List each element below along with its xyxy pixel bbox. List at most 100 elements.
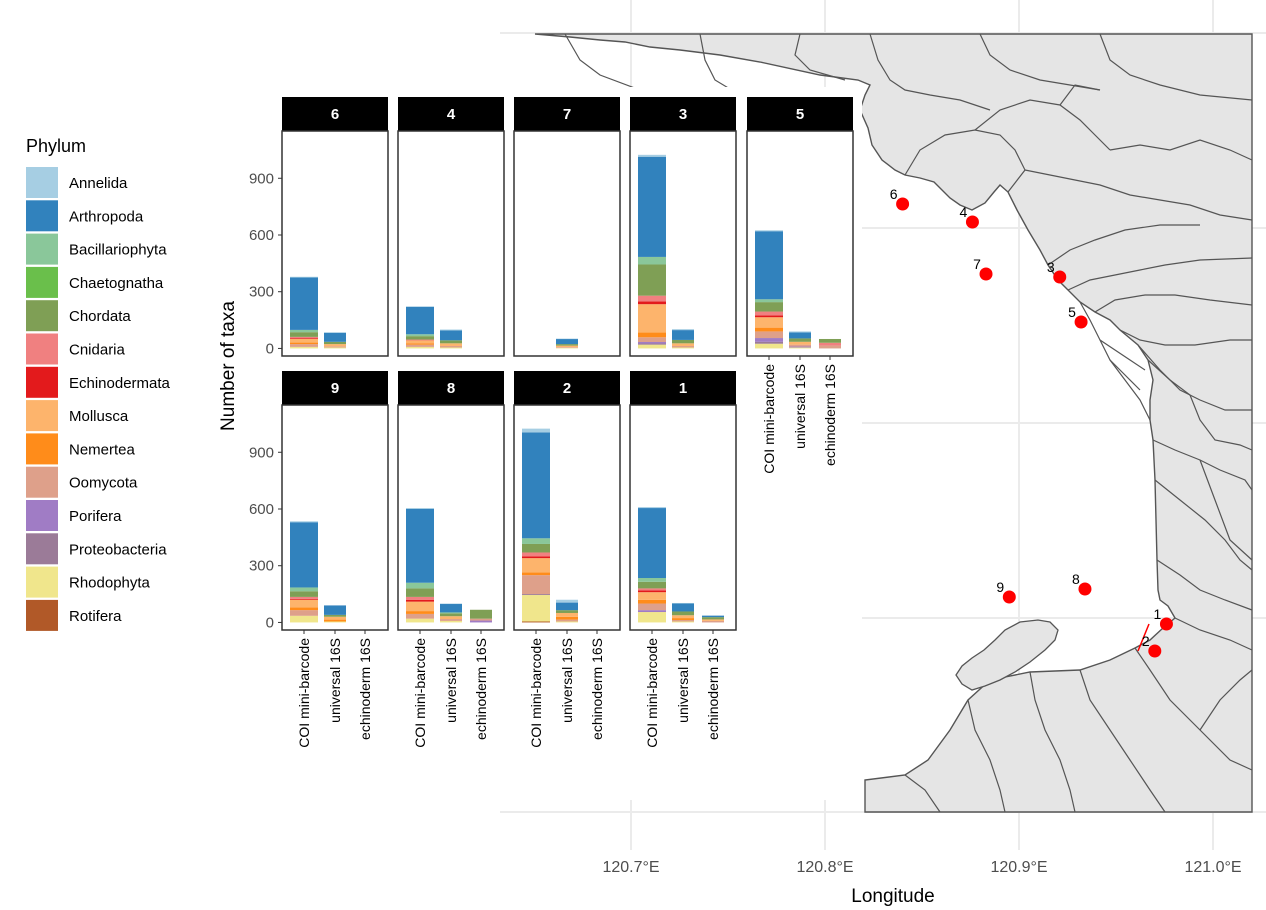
y-tick-label: 0 (266, 340, 274, 357)
y-tick-label: 600 (249, 227, 274, 244)
bar-segment (755, 331, 783, 339)
bar-segment (755, 231, 783, 300)
legend-swatch (26, 333, 58, 365)
longitude-tick-label: 120.7°E (602, 859, 659, 876)
legend-label: Chordata (69, 308, 131, 325)
bar-segment (290, 332, 318, 337)
bar-segment (755, 338, 783, 342)
facet-strip (747, 97, 853, 131)
bar-segment (638, 590, 666, 593)
bar-segment (638, 264, 666, 296)
bar-segment (290, 277, 318, 330)
x-tick-label: COI mini-barcode (644, 638, 660, 748)
y-tick-label: 900 (249, 170, 274, 187)
bar-segment (522, 552, 550, 557)
bar-segment (406, 611, 434, 614)
bar-segment (290, 599, 318, 608)
bar-segment (789, 347, 811, 349)
bar-segment (789, 341, 811, 345)
facet-strip (514, 371, 620, 405)
site-marker (965, 215, 979, 229)
facet-strip-label: 2 (563, 380, 571, 397)
bar-segment (672, 345, 694, 348)
legend-swatch (26, 200, 58, 232)
bar-segment (672, 343, 694, 346)
facet-panel-5: 5 COI mini-barcode universal 16S echinoderm… (746, 97, 854, 474)
bar-segment (440, 613, 462, 617)
legend-swatch (26, 599, 58, 631)
longitude-tick-label: 120.8°E (796, 859, 853, 876)
bar-segment (324, 346, 346, 348)
bar-segment (755, 343, 783, 349)
bar-segment (406, 346, 434, 349)
site-marker (1074, 315, 1088, 329)
bar-segment (556, 602, 578, 611)
bar-segment (755, 341, 783, 344)
bar-segment (522, 558, 550, 573)
bar-segment (324, 616, 346, 620)
bar-segment (556, 347, 578, 349)
facet-strip (398, 97, 504, 131)
bar-segment (324, 332, 346, 342)
legend-swatch (26, 500, 58, 531)
site-label: 7 (973, 256, 981, 272)
facet-panel-3: 3 (629, 97, 737, 357)
bar-segment (638, 508, 666, 579)
bar-segment (556, 599, 578, 603)
bar-segment (672, 329, 694, 331)
legend-swatch (26, 266, 58, 298)
legend-label: Rotifera (69, 608, 122, 625)
facet-strip-label: 6 (331, 106, 339, 123)
legend-label: Bacillariophyta (69, 242, 167, 259)
bar-segment (556, 619, 578, 622)
bar-segment (406, 508, 434, 509)
facet-panels: 6 0 300 600 900 4 7 3 5 COI mini-barcode universal… (249, 97, 854, 748)
longitude-tick-label: 121.0°E (1184, 859, 1241, 876)
bar-segment (556, 344, 578, 346)
bar-segment (702, 619, 724, 621)
legend-swatch (26, 466, 58, 498)
bar-segment (324, 621, 346, 623)
bar-segment (290, 522, 318, 588)
site-label: 4 (960, 204, 968, 220)
bar-segment (290, 521, 318, 523)
legend-label: Proteobacteria (69, 541, 167, 558)
legend-swatch (26, 300, 58, 332)
bar-segment (638, 304, 666, 333)
bar-segment (672, 615, 694, 619)
bar-segment (638, 154, 666, 157)
facet-strip (282, 371, 388, 405)
bar-segment (406, 306, 434, 307)
bar-segment (290, 276, 318, 278)
x-tick-label: universal 16S (443, 638, 459, 723)
legend-label: Porifera (69, 508, 122, 525)
bar-segment (406, 306, 434, 335)
bar-segment (638, 592, 666, 600)
bar-segment (324, 347, 346, 349)
bar-segment (522, 575, 550, 595)
x-tick-label: universal 16S (327, 638, 343, 723)
site-marker (979, 267, 993, 281)
legend-swatch (26, 167, 58, 198)
bar-segment (290, 607, 318, 611)
bar-segment (789, 332, 811, 339)
bar-segment (702, 620, 724, 623)
bar-segment (406, 508, 434, 583)
x-tick-label: echinoderm 16S (473, 638, 489, 740)
bar-segment (556, 616, 578, 620)
bar-segment (290, 336, 318, 339)
bar-segment (522, 428, 550, 433)
bar-segment (406, 588, 434, 597)
bar-segment (290, 342, 318, 345)
legend: Phylum Annelida Arthropoda Bacillariophyta… (26, 136, 171, 631)
bar-segment (440, 330, 462, 341)
bar-segment (556, 612, 578, 617)
legend-label: Annelida (69, 175, 128, 192)
bar-segment (440, 347, 462, 349)
bar-segment (556, 338, 578, 345)
x-tick-label: COI mini-barcode (412, 638, 428, 748)
bar-segment (406, 596, 434, 600)
bar-segment (324, 619, 346, 622)
bar-segment (440, 619, 462, 621)
